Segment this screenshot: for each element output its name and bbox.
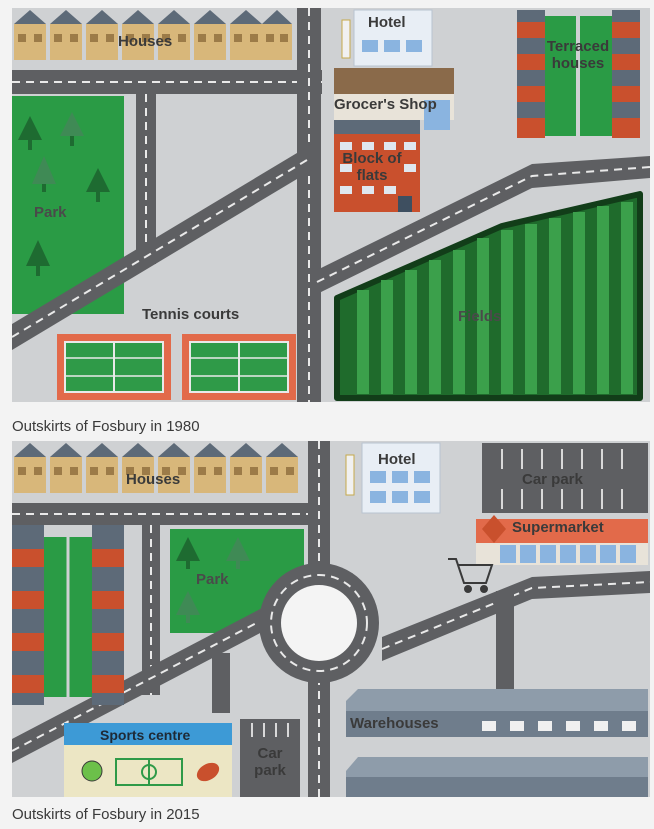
- park-trees-2015: [176, 537, 250, 623]
- map-2015: Houses Hotel Car park Supermarket Park S…: [12, 441, 650, 797]
- label-terraced-houses: Terraced houses: [546, 38, 610, 72]
- map-1980-graphics: [12, 8, 650, 402]
- map-2015-graphics: [12, 441, 650, 797]
- supermarket-building: [476, 515, 648, 565]
- road-spur-lower-right: [496, 591, 514, 703]
- label-park-2015: Park: [196, 571, 229, 588]
- label-houses-2015: Houses: [126, 471, 181, 488]
- terraced-houses-left-2015: [12, 525, 124, 705]
- hotel-building: [341, 9, 433, 67]
- label-car-park-top: Car park: [522, 471, 583, 488]
- label-park-1980: Park: [34, 204, 67, 221]
- shopping-cart-icon: [448, 558, 494, 593]
- houses-row: [14, 10, 292, 60]
- field-stripes: [357, 202, 633, 394]
- tennis-courts: [57, 334, 296, 400]
- label-warehouses: Warehouses: [350, 715, 439, 732]
- car-park-bottom: [240, 719, 300, 797]
- label-sports-centre: Sports centre: [100, 727, 191, 743]
- block-of-flats-building: [334, 120, 420, 212]
- map-1980: Houses Hotel Terraced houses Grocer's Sh…: [12, 8, 650, 402]
- label-grocers-shop: Grocer's Shop: [334, 96, 437, 113]
- label-houses-1980: Houses: [118, 33, 173, 50]
- road-spur-lower-left: [212, 653, 230, 713]
- label-fields: Fields: [458, 308, 502, 325]
- label-supermarket: Supermarket: [512, 519, 604, 536]
- park-trees: [18, 112, 110, 276]
- label-hotel-1980: Hotel: [368, 14, 406, 31]
- terraced-houses-block: [517, 10, 640, 138]
- houses-row-2015: [14, 443, 298, 493]
- road-diagonal-right-2015: [382, 571, 650, 661]
- car-park-top: [482, 443, 648, 513]
- caption-1980: Outskirts of Fosbury in 1980: [12, 418, 200, 435]
- label-block-of-flats: Block of flats: [342, 150, 402, 184]
- grocers-shop-building: [334, 68, 454, 130]
- label-tennis-courts: Tennis courts: [142, 306, 240, 323]
- sports-centre-building: [64, 723, 232, 797]
- warehouses-buildings: [346, 689, 648, 797]
- hotel-building-2015: [345, 442, 441, 514]
- label-car-park-bottom: Car park: [254, 745, 286, 779]
- caption-2015: Outskirts of Fosbury in 2015: [12, 806, 200, 823]
- label-hotel-2015: Hotel: [378, 451, 416, 468]
